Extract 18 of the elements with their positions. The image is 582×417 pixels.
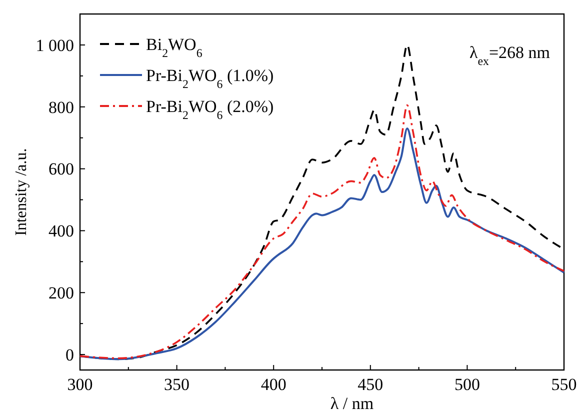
legend-label: Pr-Bi$_{2}$WO$_{6}$ (1.0%) [146,66,274,91]
annotation: λ$_{ex}$=268 nm [469,43,550,68]
y-tick-label: 200 [48,284,74,303]
x-tick-label: 300 [67,375,93,394]
x-tick-label: 550 [551,375,577,394]
y-tick-label: 800 [48,98,74,117]
x-tick-label: 500 [454,375,480,394]
y-tick-label: 0 [66,345,74,364]
x-tick-label: 350 [164,375,190,394]
legend-label: Bi$_{2}$WO$_{6}$ [146,34,202,60]
legend-label: Pr-Bi$_{2}$WO$_{6}$ (2.0%) [146,96,274,122]
x-tick-label: 400 [260,375,286,394]
x-tick-label: 450 [358,375,384,394]
y-tick-label: 400 [48,222,74,241]
y-axis-title: Intensity /a.u. [13,148,30,236]
y-tick-label: 600 [48,160,74,179]
y-tick-label: 1 000 [36,36,74,55]
x-axis-title: λ / nm [330,394,374,413]
